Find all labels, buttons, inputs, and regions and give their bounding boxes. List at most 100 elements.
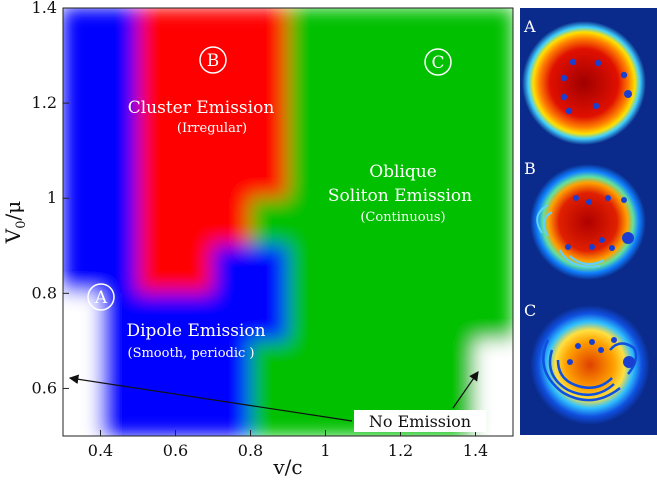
panel-b-wake (536, 204, 605, 268)
x-tick-label: 1 (320, 441, 330, 460)
y-tick-label: 0.8 (32, 283, 57, 302)
heatmap-cell (63, 292, 101, 342)
heatmap-cell (325, 55, 364, 104)
heatmap-cell (175, 292, 214, 342)
heatmap-cell (137, 197, 176, 247)
heatmap-cell (175, 55, 214, 104)
heatmap-cell (400, 102, 439, 152)
heatmap-cell (212, 292, 251, 342)
heatmap-cell (362, 245, 401, 294)
oblique-title-line2: Soliton Emission (328, 186, 472, 206)
panel-b-letter: B (524, 159, 536, 178)
heatmap-cell (437, 102, 476, 152)
heatmap-cell (437, 8, 476, 57)
heatmap-cell (475, 8, 513, 57)
heatmap-cell (250, 8, 289, 57)
cluster-title: Cluster Emission (128, 98, 275, 118)
heatmap-cell (175, 245, 214, 294)
heatmap-cells (63, 8, 513, 436)
no-emission-annotation: No Emission (68, 371, 486, 432)
heatmap-cell (100, 8, 139, 57)
heatmap-cell (137, 387, 176, 436)
marker-c-letter: C (431, 53, 444, 73)
x-tick-label: 1.2 (388, 441, 413, 460)
heatmap-cell (63, 8, 101, 57)
heatmap-cell (325, 245, 364, 294)
dipole-sub: (Smooth, periodic ) (128, 346, 255, 361)
heatmap-cell (100, 292, 139, 342)
plot-frame (62, 7, 514, 437)
x-tick-label: 0.4 (88, 441, 113, 460)
dipole-title: Dipole Emission (126, 321, 265, 341)
heatmap-cell (250, 55, 289, 104)
heatmap-cell (137, 245, 176, 294)
heatmap-cell (437, 340, 476, 389)
heatmap-cell (100, 102, 139, 152)
heatmap-cell (250, 387, 289, 436)
heatmap-cell (437, 292, 476, 342)
heatmap-cell (400, 55, 439, 104)
no-emission-label-bg (354, 410, 486, 432)
heatmap-cell (400, 150, 439, 199)
panel-c-letter: C (524, 301, 536, 320)
heatmap-cell (325, 292, 364, 342)
heatmap-cell (250, 245, 289, 294)
heatmap-cell (250, 340, 289, 389)
heatmap-cell (362, 340, 401, 389)
heatmap-cell (212, 245, 251, 294)
oblique-sub: (Continuous) (360, 210, 445, 225)
y-tick-label: 0.6 (32, 378, 57, 397)
marker-b-circle (199, 46, 227, 74)
cluster-sub: (Irregular) (177, 121, 247, 136)
y-tick-label: 1.2 (32, 93, 57, 112)
heatmap-cell (325, 340, 364, 389)
heatmap-cell (175, 102, 214, 152)
y-axis-label: V0/μ (1, 201, 29, 244)
heatmap-cell (287, 8, 326, 57)
heatmap-cell (362, 8, 401, 57)
heatmap-cell (287, 55, 326, 104)
heatmap-cell (63, 150, 101, 199)
heatmap-cell (137, 55, 176, 104)
no-emission-label: No Emission (369, 412, 471, 431)
heatmap-cell (100, 245, 139, 294)
heatmap-cell (212, 340, 251, 389)
inset-panel-b: B (520, 151, 657, 294)
heatmap-cell (137, 292, 176, 342)
heatmap-cell (175, 387, 214, 436)
heatmap-cell (100, 387, 139, 436)
heatmap-cell (250, 292, 289, 342)
panel-c-vortices (567, 337, 635, 368)
inset-panel-c: C (520, 294, 657, 435)
heatmap-cell (100, 340, 139, 389)
marker-a-circle (87, 283, 115, 311)
region-label-cluster: B Cluster Emission (Irregular) (128, 46, 275, 136)
heatmap-cell (287, 340, 326, 389)
heatmap-cell (175, 150, 214, 199)
heatmap-cell (100, 150, 139, 199)
heatmap-cell (437, 150, 476, 199)
heatmap-cell (287, 150, 326, 199)
arrow-left (68, 374, 353, 422)
heatmap-cell (63, 102, 101, 152)
heatmap-cell (63, 55, 101, 104)
heatmap-cell (212, 150, 251, 199)
heatmap-cell (63, 387, 101, 436)
heatmap-cell (475, 197, 513, 247)
panel-a-vortices (560, 58, 632, 115)
marker-a-letter: A (94, 288, 108, 308)
panel-c-spiral (542, 339, 638, 402)
heatmap-cell (250, 102, 289, 152)
heatmap-cell (362, 102, 401, 152)
heatmap-cell (63, 245, 101, 294)
heatmap-cell (137, 340, 176, 389)
heatmap-cell (325, 197, 364, 247)
heatmap-cell (175, 340, 214, 389)
heatmap-cell (175, 197, 214, 247)
panel-b-disc (530, 164, 646, 280)
heatmap-cell (287, 245, 326, 294)
heatmap-cell (287, 102, 326, 152)
heatmap-cell (400, 340, 439, 389)
heatmap-cell (137, 8, 176, 57)
